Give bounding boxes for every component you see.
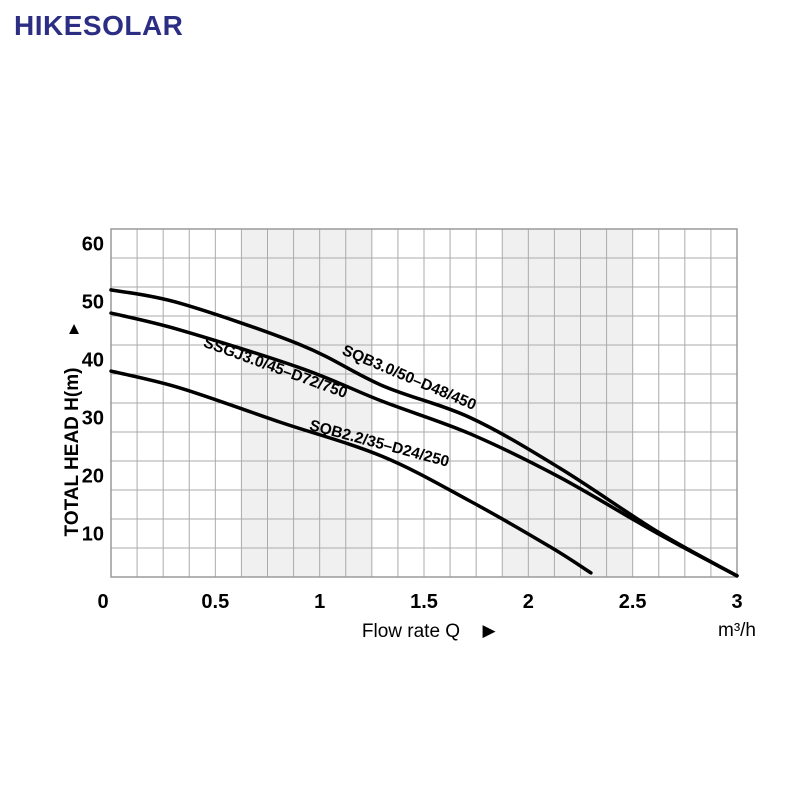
grid-lines — [111, 229, 737, 577]
plot-border — [110, 228, 738, 578]
y-axis-label: TOTAL HEAD H(m) — [62, 368, 83, 537]
y-tick-label: 50 — [82, 292, 104, 314]
x-axis-label: Flow rate Q — [362, 621, 460, 642]
x-tick-label: 1 — [314, 591, 325, 613]
x-tick-label: 0 — [97, 591, 108, 613]
pump-curve — [109, 288, 739, 578]
pump-curve — [109, 311, 739, 578]
x-tick-label: 2 — [523, 591, 534, 613]
y-axis-arrow-icon: ▲ — [66, 319, 83, 338]
x-axis-unit: m³/h — [718, 620, 756, 641]
x-tick-label: 3 — [731, 591, 742, 613]
y-tick-label: 10 — [82, 524, 104, 546]
brand-logo: HIKESOLAR — [14, 10, 184, 41]
y-tick-label: 30 — [82, 408, 104, 430]
pump-curve — [109, 369, 593, 575]
x-tick-label: 1.5 — [410, 591, 438, 613]
y-tick-label: 20 — [82, 466, 104, 488]
x-axis-arrow-icon: ▶ — [482, 621, 496, 640]
y-tick-label: 40 — [82, 350, 104, 372]
x-tick-label: 2.5 — [619, 591, 647, 613]
x-tick-label: 0.5 — [201, 591, 229, 613]
y-tick-label: 60 — [82, 234, 104, 256]
pump-curves — [109, 288, 739, 578]
